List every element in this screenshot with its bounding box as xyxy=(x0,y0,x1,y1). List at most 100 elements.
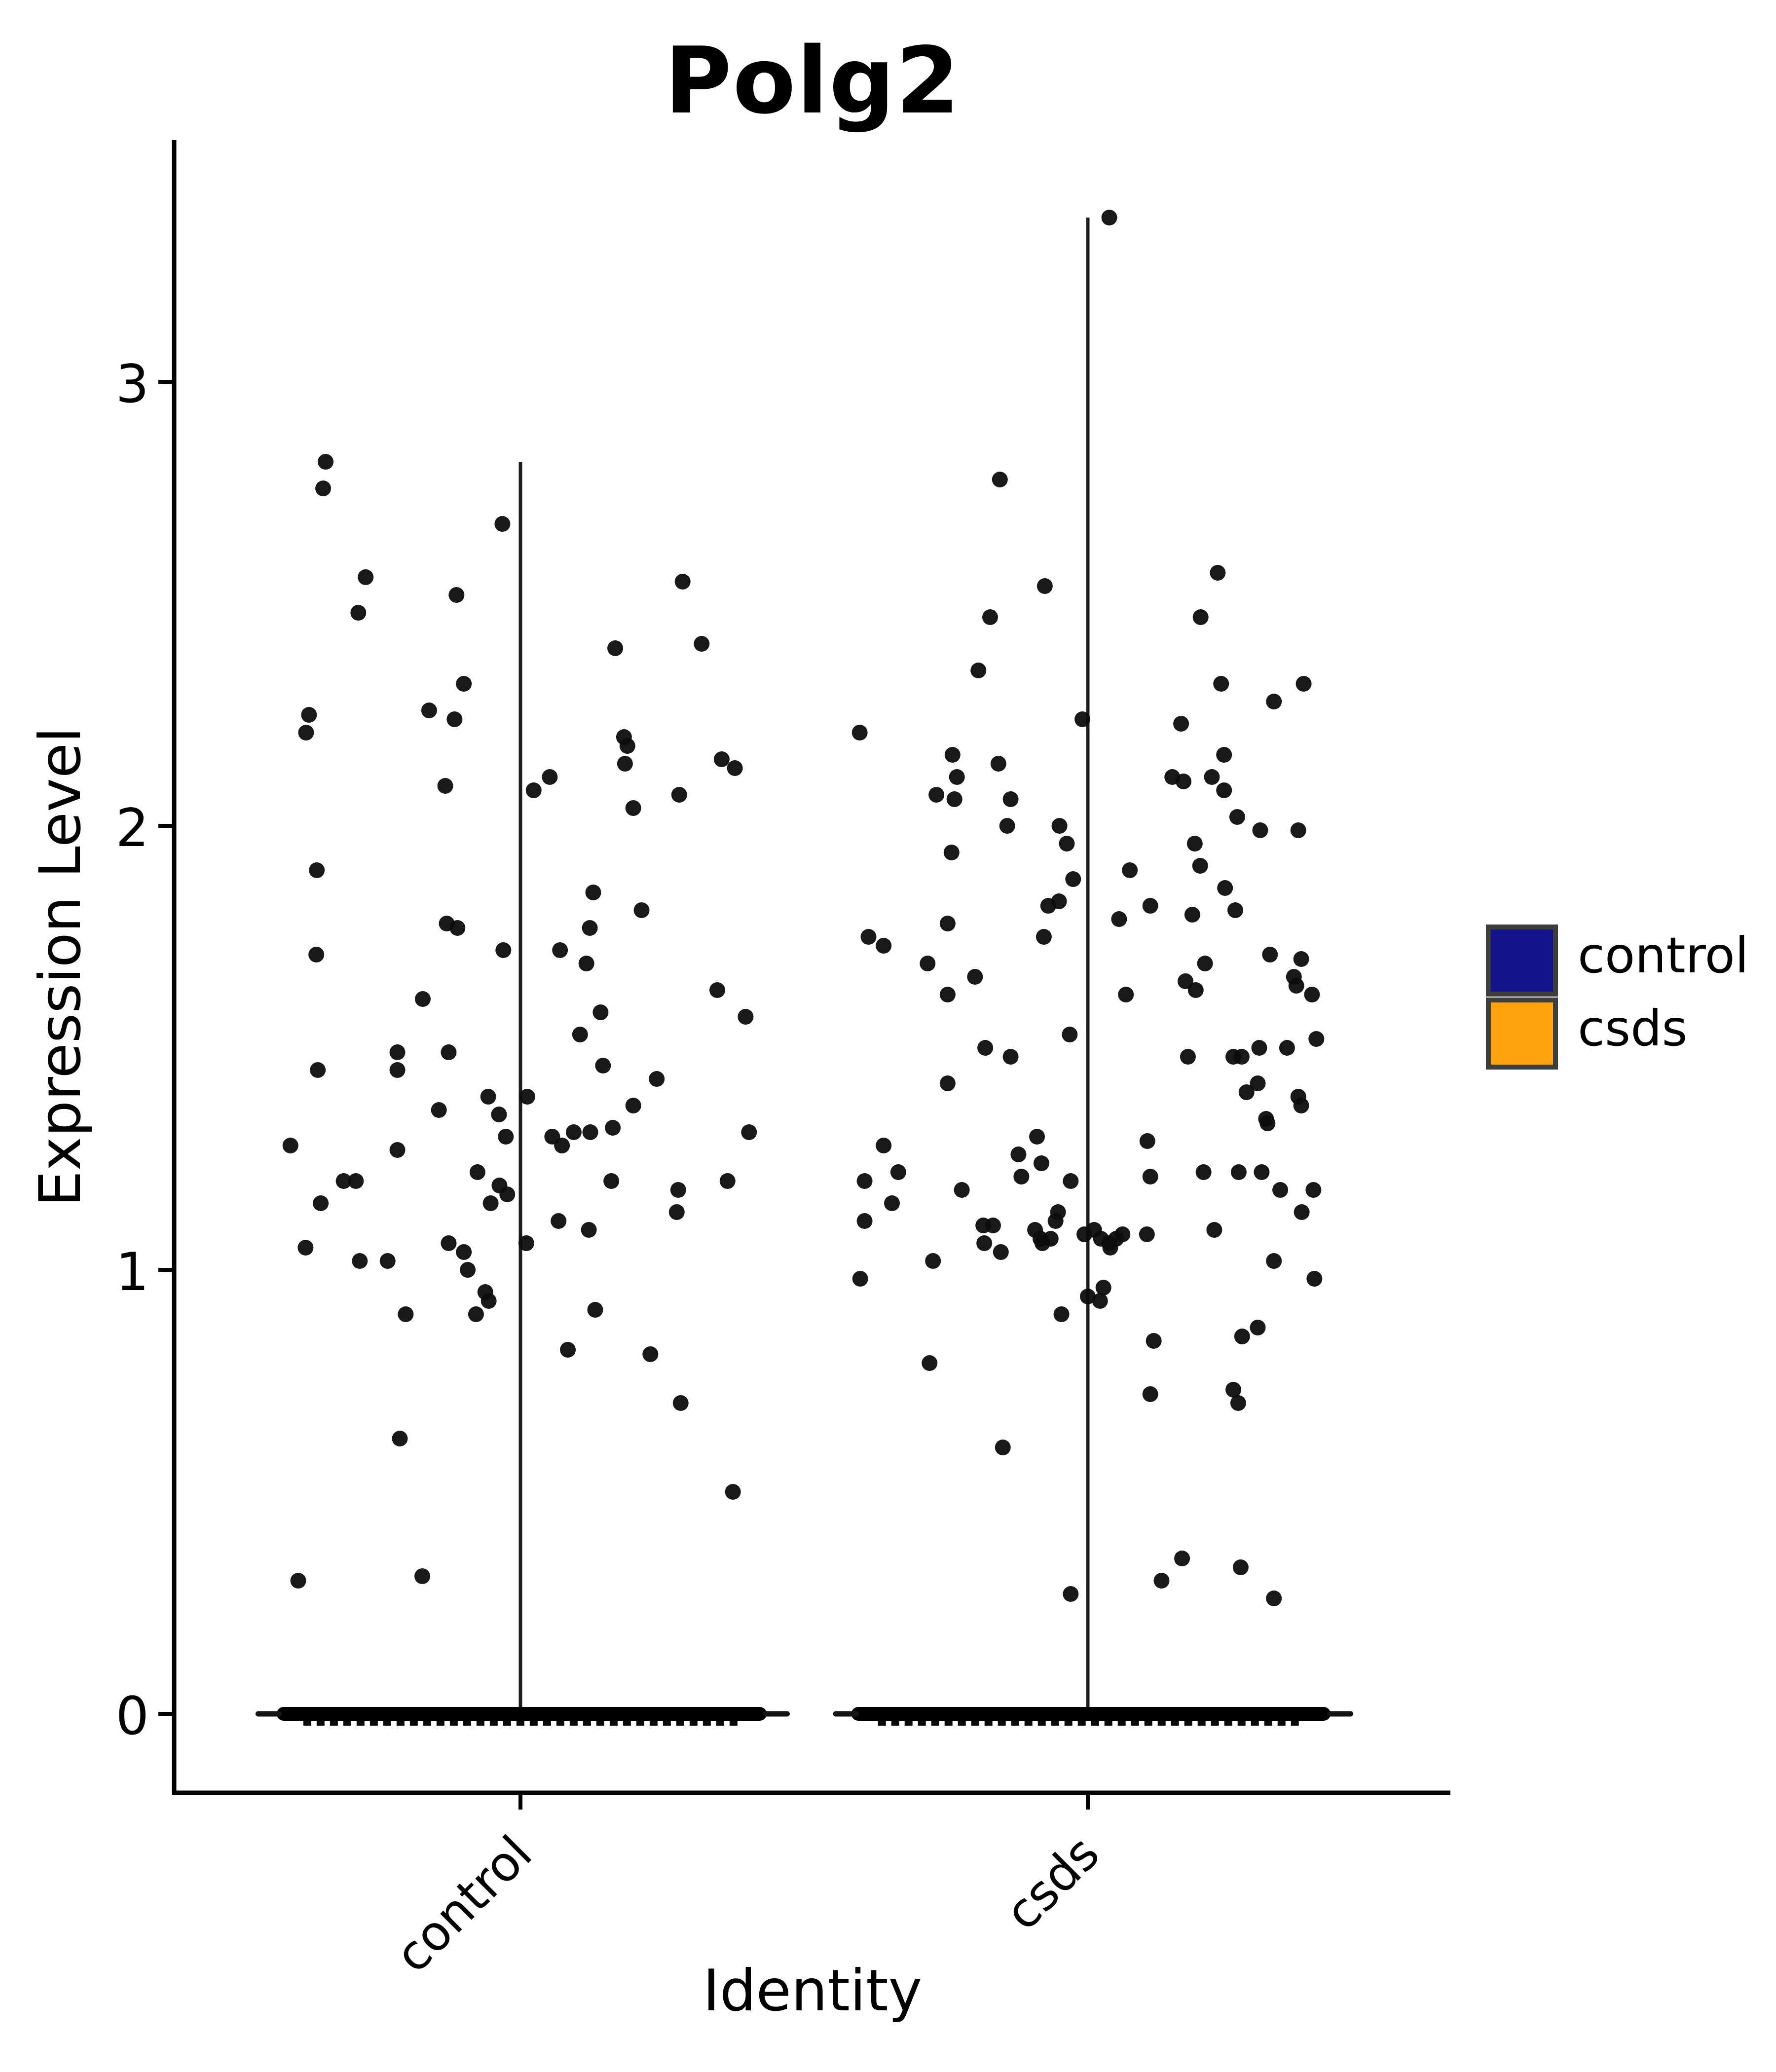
data-point-control xyxy=(313,1195,329,1211)
data-point-csds xyxy=(939,916,956,931)
data-point-control xyxy=(642,1346,659,1362)
data-point-csds xyxy=(943,845,960,860)
data-point-csds xyxy=(999,818,1015,834)
data-point-control xyxy=(587,1302,603,1318)
y-tick-label-1: 1 xyxy=(115,1242,149,1302)
data-point-csds xyxy=(1059,836,1075,851)
data-point-csds xyxy=(1272,1182,1289,1198)
data-point-control xyxy=(525,782,542,798)
data-point-csds xyxy=(1230,1395,1246,1411)
data-point-csds xyxy=(922,1355,938,1371)
data-point-csds xyxy=(1139,1226,1155,1242)
data-point-csds xyxy=(1013,1169,1030,1184)
data-point-csds xyxy=(1174,1551,1190,1566)
data-point-csds xyxy=(1305,1182,1322,1198)
data-point-control xyxy=(310,1062,326,1078)
data-point-control xyxy=(437,778,453,794)
data-point-csds xyxy=(1111,911,1127,927)
data-point-control xyxy=(449,920,466,936)
data-point-control xyxy=(308,947,325,962)
data-point-csds xyxy=(856,1213,873,1229)
data-point-csds xyxy=(967,969,983,985)
data-point-control xyxy=(414,1568,431,1584)
data-point-csds xyxy=(1266,1591,1282,1606)
data-point-csds xyxy=(1063,1173,1079,1189)
data-point-control xyxy=(441,1044,457,1060)
data-point-csds xyxy=(1122,862,1138,878)
data-point-control xyxy=(348,1173,364,1189)
data-point-csds xyxy=(1180,1049,1196,1065)
data-point-control xyxy=(709,982,725,998)
data-point-csds xyxy=(1010,1147,1027,1162)
data-point-csds xyxy=(1308,1031,1325,1047)
data-point-csds xyxy=(1178,973,1193,989)
data-point-csds xyxy=(1051,818,1068,834)
data-point-csds xyxy=(852,1271,868,1287)
data-point-control xyxy=(607,640,624,656)
data-point-csds xyxy=(976,1235,993,1251)
data-point-csds xyxy=(1051,893,1067,909)
data-point-control xyxy=(578,956,594,971)
data-point-csds xyxy=(1065,871,1081,887)
data-point-control xyxy=(633,902,650,918)
data-point-control xyxy=(431,1102,447,1118)
data-point-csds xyxy=(1233,1049,1250,1065)
y-tick-label-2: 2 xyxy=(115,798,149,858)
y-axis-title: Expression Level xyxy=(27,727,94,1207)
data-point-control xyxy=(468,1306,484,1322)
data-point-csds xyxy=(1153,1573,1170,1589)
data-point-csds xyxy=(1206,1222,1222,1238)
data-point-csds xyxy=(1080,1289,1096,1304)
data-point-csds xyxy=(939,987,956,1002)
data-point-csds xyxy=(1118,987,1134,1002)
data-point-csds xyxy=(920,956,936,971)
legend-label-control: control xyxy=(1578,926,1749,984)
data-point-csds xyxy=(1033,1155,1049,1171)
data-point-control xyxy=(552,942,568,958)
y-tick-label-3: 3 xyxy=(115,354,149,414)
data-point-csds xyxy=(939,1075,956,1091)
data-point-csds xyxy=(1053,1306,1070,1322)
data-point-csds xyxy=(1306,1271,1323,1287)
data-point-control xyxy=(670,1182,686,1198)
data-point-control xyxy=(469,1164,485,1180)
data-point-csds xyxy=(928,787,945,803)
data-point-csds xyxy=(1234,1329,1250,1344)
data-point-csds xyxy=(977,1040,994,1056)
plot-title: Polg2 xyxy=(664,27,961,134)
data-point-control xyxy=(551,1213,567,1229)
data-point-csds xyxy=(1002,791,1019,807)
data-point-control xyxy=(625,1098,641,1113)
data-point-control xyxy=(456,676,472,692)
data-point-csds xyxy=(1250,1320,1266,1335)
data-point-csds xyxy=(1186,836,1203,851)
data-point-csds xyxy=(1230,1164,1247,1180)
data-point-csds xyxy=(1195,1164,1212,1180)
data-point-control xyxy=(491,1107,507,1122)
data-point-control xyxy=(460,1262,476,1278)
data-point-csds xyxy=(1142,898,1158,914)
data-point-csds xyxy=(1142,1386,1158,1402)
data-point-control xyxy=(315,481,332,496)
data-point-control xyxy=(317,454,333,470)
data-point-csds xyxy=(1304,987,1320,1002)
data-point-csds xyxy=(1029,1129,1045,1145)
data-point-csds xyxy=(1062,1027,1078,1042)
data-point-csds xyxy=(1295,676,1312,692)
data-point-control xyxy=(694,636,710,652)
data-point-control xyxy=(619,738,635,754)
data-point-csds xyxy=(1250,1075,1266,1091)
data-point-control xyxy=(518,1235,534,1251)
legend-label-csds: csds xyxy=(1578,999,1688,1057)
data-point-control xyxy=(565,1124,582,1140)
data-point-csds xyxy=(1187,982,1204,998)
data-point-csds xyxy=(982,609,998,625)
data-point-csds xyxy=(990,756,1006,772)
data-point-control xyxy=(581,1222,597,1238)
data-point-csds xyxy=(876,1138,892,1153)
data-point-csds xyxy=(1225,1382,1242,1398)
data-point-control xyxy=(358,569,374,585)
data-point-csds xyxy=(1229,809,1245,825)
